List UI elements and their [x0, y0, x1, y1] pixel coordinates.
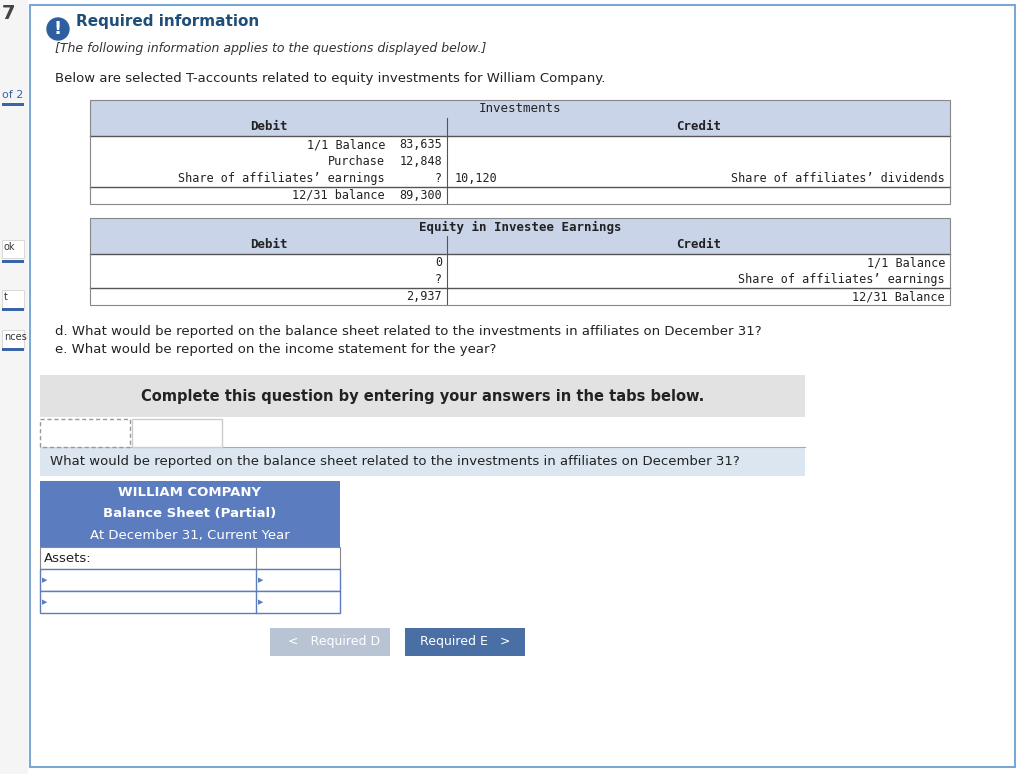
Text: 1/1 Balance: 1/1 Balance: [306, 138, 385, 151]
Text: 12/31 Balance: 12/31 Balance: [852, 290, 945, 303]
Text: Purchase: Purchase: [328, 155, 385, 168]
Text: 12,848: 12,848: [399, 155, 442, 168]
Bar: [90, 100, 950, 204]
Text: 0: 0: [435, 256, 442, 269]
Text: 12/31 balance: 12/31 balance: [292, 189, 385, 202]
Bar: [2, 103, 24, 106]
Text: Required information: Required information: [76, 14, 259, 29]
Text: ▶: ▶: [42, 599, 47, 605]
Bar: [90, 236, 950, 254]
Bar: [40, 481, 340, 503]
Text: ▶: ▶: [42, 577, 47, 583]
Text: Complete this question by entering your answers in the tabs below.: Complete this question by entering your …: [141, 389, 705, 403]
Bar: [2, 330, 24, 348]
Text: Required D: Required D: [50, 426, 120, 440]
Bar: [2, 348, 24, 351]
Bar: [90, 218, 950, 305]
Text: ▶: ▶: [258, 599, 263, 605]
Bar: [40, 591, 340, 613]
Text: [The following information applies to the questions displayed below.]: [The following information applies to th…: [55, 42, 486, 55]
Bar: [40, 525, 340, 547]
Bar: [90, 218, 950, 236]
Text: Required E: Required E: [143, 426, 211, 440]
Text: Required E   >: Required E >: [420, 635, 510, 649]
Text: 2,937: 2,937: [407, 290, 442, 303]
Text: d. What would be reported on the balance sheet related to the investments in aff: d. What would be reported on the balance…: [55, 325, 762, 338]
Text: nces: nces: [4, 332, 27, 342]
Text: Credit: Credit: [676, 121, 721, 133]
Bar: [270, 628, 390, 656]
Bar: [90, 100, 950, 118]
Text: Share of affiliates’ dividends: Share of affiliates’ dividends: [731, 172, 945, 185]
Bar: [2, 308, 24, 311]
Text: ok: ok: [4, 242, 15, 252]
Bar: [40, 547, 340, 569]
Text: 7: 7: [2, 4, 15, 23]
Text: Assets:: Assets:: [44, 552, 91, 564]
Bar: [40, 569, 340, 591]
Text: ?: ?: [435, 172, 442, 185]
Text: WILLIAM COMPANY: WILLIAM COMPANY: [119, 485, 261, 498]
Text: Below are selected T-accounts related to equity investments for William Company.: Below are selected T-accounts related to…: [55, 72, 605, 85]
Bar: [2, 260, 24, 263]
Text: e. What would be reported on the income statement for the year?: e. What would be reported on the income …: [55, 343, 497, 356]
Text: Debit: Debit: [250, 121, 287, 133]
Bar: [40, 375, 805, 417]
Text: ▶: ▶: [258, 577, 263, 583]
Text: ?: ?: [435, 273, 442, 286]
Text: !: !: [54, 20, 62, 38]
Text: 89,300: 89,300: [399, 189, 442, 202]
Text: Equity in Investee Earnings: Equity in Investee Earnings: [419, 221, 622, 234]
Bar: [40, 448, 805, 476]
FancyBboxPatch shape: [40, 419, 130, 447]
Text: At December 31, Current Year: At December 31, Current Year: [90, 529, 290, 543]
Circle shape: [47, 18, 69, 40]
Text: of 2: of 2: [2, 90, 24, 100]
Bar: [90, 118, 950, 136]
Bar: [2, 240, 24, 258]
Text: 83,635: 83,635: [399, 138, 442, 151]
Bar: [0, 0, 28, 774]
Text: What would be reported on the balance sheet related to the investments in affili: What would be reported on the balance sh…: [50, 456, 739, 468]
Bar: [406, 628, 525, 656]
Text: Credit: Credit: [676, 238, 721, 252]
Text: Share of affiliates’ earnings: Share of affiliates’ earnings: [738, 273, 945, 286]
Text: Share of affiliates’ earnings: Share of affiliates’ earnings: [178, 172, 385, 185]
Text: 10,120: 10,120: [455, 172, 498, 185]
Bar: [40, 503, 340, 525]
Bar: [132, 419, 222, 447]
Bar: [2, 290, 24, 308]
Text: <   Required D: < Required D: [280, 635, 380, 649]
Text: Investments: Investments: [479, 102, 561, 115]
Text: Debit: Debit: [250, 238, 287, 252]
Text: Balance Sheet (Partial): Balance Sheet (Partial): [103, 508, 276, 520]
Text: t: t: [4, 292, 8, 302]
Text: 1/1 Balance: 1/1 Balance: [866, 256, 945, 269]
